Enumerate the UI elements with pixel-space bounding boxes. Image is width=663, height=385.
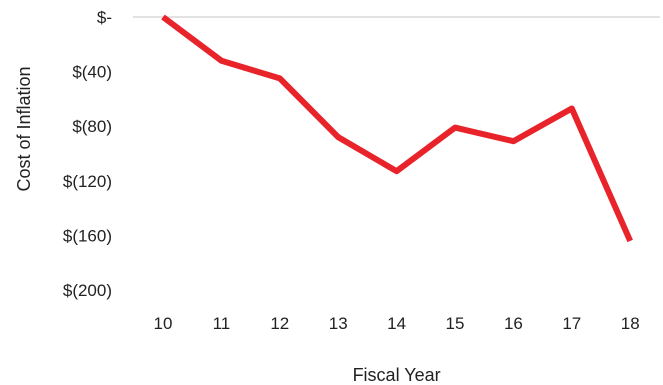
- x-axis-ticks: 10 11 12 13 14 15 16 17 18: [154, 314, 640, 333]
- series-layer: [161, 14, 633, 243]
- x-tick-label: 18: [621, 314, 640, 333]
- y-tick-label: $(40): [72, 63, 112, 82]
- x-axis-title: Fiscal Year: [353, 365, 441, 385]
- y-axis-ticks: $- $(40) $(80) $(120) $(160) $(200): [63, 8, 112, 300]
- x-tick-label: 13: [329, 314, 348, 333]
- y-tick-label: $(80): [72, 117, 112, 136]
- x-tick-label: 10: [154, 314, 173, 333]
- x-tick-label: 16: [504, 314, 523, 333]
- x-tick-label: 11: [213, 314, 231, 333]
- y-axis-title: Cost of Inflation: [14, 66, 34, 191]
- y-tick-label: $(160): [63, 226, 112, 245]
- x-tick-label: 17: [562, 314, 581, 333]
- y-tick-label: $(120): [63, 172, 112, 191]
- x-tick-label: 15: [446, 314, 465, 333]
- y-tick-label: $(200): [63, 281, 112, 300]
- y-tick-label: $-: [97, 8, 112, 27]
- x-tick-label: 12: [270, 314, 289, 333]
- x-tick-label: 14: [387, 314, 406, 333]
- series-line: [161, 14, 633, 243]
